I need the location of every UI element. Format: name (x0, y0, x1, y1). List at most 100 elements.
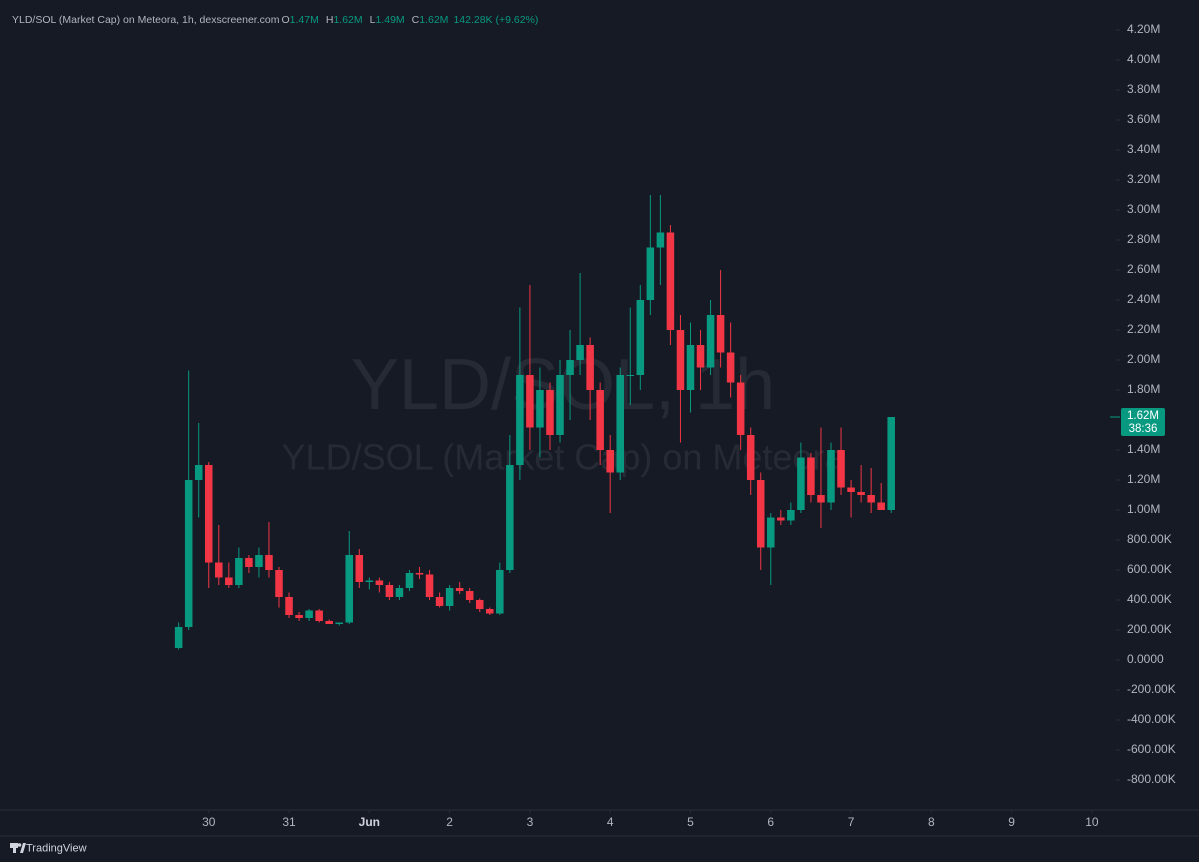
candle-body (445, 588, 454, 606)
candle-body (375, 580, 384, 585)
candle-body (726, 352, 735, 383)
candle (616, 367, 624, 480)
candle (716, 270, 725, 368)
y-tick-label: -400.00K (1127, 712, 1176, 726)
y-tick-label: 2.20M (1127, 322, 1160, 336)
candle (526, 285, 534, 450)
candle-body (516, 375, 524, 465)
candle (777, 510, 785, 525)
candle-body (827, 450, 835, 503)
candle-body (305, 610, 313, 618)
candle-body (455, 588, 464, 591)
candle (736, 375, 745, 450)
candle-body (666, 232, 675, 330)
candle (345, 531, 354, 624)
x-tick-label: 5 (687, 815, 694, 829)
candle-body (245, 558, 253, 567)
candle (887, 417, 895, 513)
candle-body (506, 465, 514, 570)
candle-body (706, 315, 715, 368)
y-tick-label: 2.40M (1127, 292, 1160, 306)
y-tick-label: 3.60M (1127, 112, 1160, 126)
candle (445, 585, 454, 611)
candle-body (325, 621, 333, 624)
legend-header: YLD/SOL (Market Cap) on Meteora, 1h, dex… (12, 14, 543, 26)
candle (295, 612, 303, 621)
countdown-label: 38:36 (1129, 423, 1158, 435)
candle-body (225, 577, 233, 585)
candle-body (837, 450, 845, 488)
candle-body (355, 555, 364, 582)
y-tick-label: 1.20M (1127, 472, 1160, 486)
candle-body (475, 600, 484, 609)
candle (596, 382, 604, 465)
candles (174, 195, 895, 650)
candle (365, 577, 374, 590)
candle (415, 567, 424, 579)
candle (516, 307, 524, 480)
candle (706, 300, 715, 375)
candle (857, 465, 865, 503)
y-tick-label: 600.00K (1127, 562, 1172, 576)
legend-value: 1.62M (333, 14, 363, 26)
candle-body (345, 555, 354, 623)
candle (255, 547, 263, 578)
candle-body (496, 570, 504, 614)
candle (215, 525, 223, 585)
candle (395, 585, 404, 600)
legend-value: 1.62M (419, 14, 449, 26)
y-tick-label: 4.20M (1127, 22, 1160, 36)
candle-body (857, 492, 865, 495)
candle (807, 453, 815, 503)
y-tick-label: 3.00M (1127, 202, 1160, 216)
y-tick-label: 2.80M (1127, 232, 1160, 246)
candle (325, 619, 333, 624)
candle-body (847, 487, 855, 492)
x-tick-label: Jun (359, 815, 380, 829)
candle-body (586, 345, 594, 390)
candle (174, 622, 183, 650)
x-tick-label: 10 (1085, 815, 1099, 829)
candle (335, 622, 343, 626)
candle-body (395, 588, 404, 597)
candle-body (686, 345, 695, 390)
last-price-label: 1.62M (1127, 410, 1159, 422)
candle-body (877, 502, 885, 510)
candle-body (736, 382, 745, 435)
candle-body (465, 591, 474, 600)
candle-body (315, 610, 323, 621)
candle-body (335, 622, 343, 624)
candle-body (526, 375, 534, 428)
candle-body (606, 450, 614, 473)
candle-body (626, 375, 635, 376)
header-title: YLD/SOL (Market Cap) on Meteora, 1h, dex… (12, 14, 280, 26)
y-tick-label: 1.00M (1127, 502, 1160, 516)
candle (636, 285, 645, 390)
candle-body (797, 457, 805, 510)
candle-body (556, 375, 564, 435)
candle (867, 468, 875, 513)
candle-body (194, 465, 203, 480)
candle (556, 360, 564, 443)
legend-change: 142.28K (+9.62%) (453, 14, 539, 26)
y-tick-label: 3.40M (1127, 142, 1160, 156)
legend-value: 1.47M (289, 14, 319, 26)
candle (435, 592, 444, 608)
candle-body (596, 390, 604, 450)
y-tick-label: 0.0000 (1127, 652, 1164, 666)
candle (546, 382, 554, 450)
candle (877, 483, 885, 510)
candle-body (536, 390, 544, 428)
x-tick-label: 2 (446, 815, 453, 829)
legend-value: 1.49M (375, 14, 405, 26)
candle (275, 567, 283, 608)
candle (676, 315, 685, 443)
candle (204, 462, 213, 588)
y-tick-label: 3.20M (1127, 172, 1160, 186)
candle (646, 195, 655, 315)
candle (425, 570, 434, 600)
candle-body (285, 597, 293, 615)
x-tick-label: 7 (848, 815, 855, 829)
candle-body (887, 417, 895, 510)
